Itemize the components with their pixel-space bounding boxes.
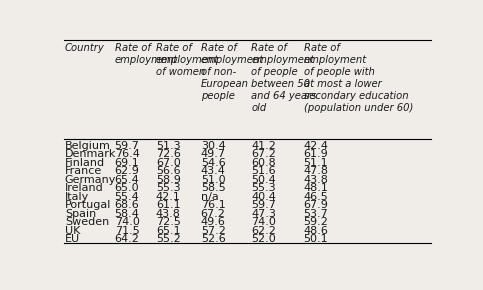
Text: Belgium: Belgium [65, 141, 111, 151]
Text: 67.2: 67.2 [251, 149, 276, 159]
Text: 65.4: 65.4 [114, 175, 140, 185]
Text: 65.1: 65.1 [156, 226, 181, 236]
Text: 72.6: 72.6 [156, 149, 181, 159]
Text: Ireland: Ireland [65, 183, 104, 193]
Text: 50.1: 50.1 [304, 234, 328, 244]
Text: 50.4: 50.4 [251, 175, 276, 185]
Text: Rate of
employment
of people
between 50
and 64 years
old: Rate of employment of people between 50 … [251, 43, 317, 113]
Text: 60.8: 60.8 [251, 158, 276, 168]
Text: Finland: Finland [65, 158, 105, 168]
Text: 41.2: 41.2 [251, 141, 276, 151]
Text: Spain: Spain [65, 209, 96, 219]
Text: 61.9: 61.9 [304, 149, 328, 159]
Text: 47.3: 47.3 [251, 209, 276, 219]
Text: Rate of
employment
of non-
European
people: Rate of employment of non- European peop… [201, 43, 264, 101]
Text: Portugal: Portugal [65, 200, 111, 210]
Text: 43.4: 43.4 [201, 166, 226, 176]
Text: 74.0: 74.0 [114, 217, 140, 227]
Text: 51.6: 51.6 [251, 166, 276, 176]
Text: 51.3: 51.3 [156, 141, 181, 151]
Text: 46.5: 46.5 [304, 192, 328, 202]
Text: 67.9: 67.9 [304, 200, 328, 210]
Text: 68.6: 68.6 [114, 200, 140, 210]
Text: EU: EU [65, 234, 80, 244]
Text: 69.1: 69.1 [114, 158, 140, 168]
Text: Rate of
employment: Rate of employment [114, 43, 178, 65]
Text: 59.7: 59.7 [114, 141, 140, 151]
Text: 56.6: 56.6 [156, 166, 181, 176]
Text: 72.5: 72.5 [156, 217, 181, 227]
Text: 59.7: 59.7 [251, 200, 276, 210]
Text: 71.5: 71.5 [114, 226, 140, 236]
Text: 65.0: 65.0 [114, 183, 139, 193]
Text: 57.2: 57.2 [201, 226, 226, 236]
Text: 48.1: 48.1 [304, 183, 328, 193]
Text: n/a: n/a [201, 192, 218, 202]
Text: Germany: Germany [65, 175, 116, 185]
Text: 49.7: 49.7 [201, 149, 226, 159]
Text: 64.2: 64.2 [114, 234, 140, 244]
Text: Rate of
employment
of people with
at most a lower
secondary education
(populatio: Rate of employment of people with at mos… [304, 43, 413, 113]
Text: 43.8: 43.8 [156, 209, 181, 219]
Text: Sweden: Sweden [65, 217, 109, 227]
Text: 43.8: 43.8 [304, 175, 328, 185]
Text: 76.1: 76.1 [201, 200, 226, 210]
Text: 67.0: 67.0 [156, 158, 181, 168]
Text: 42.1: 42.1 [156, 192, 181, 202]
Text: Italy: Italy [65, 192, 89, 202]
Text: 47.8: 47.8 [304, 166, 329, 176]
Text: 62.9: 62.9 [114, 166, 140, 176]
Text: Rate of
employment
of women: Rate of employment of women [156, 43, 219, 77]
Text: 49.6: 49.6 [201, 217, 226, 227]
Text: 30.4: 30.4 [201, 141, 226, 151]
Text: 48.6: 48.6 [304, 226, 328, 236]
Text: 40.4: 40.4 [251, 192, 276, 202]
Text: UK: UK [65, 226, 80, 236]
Text: 61.1: 61.1 [156, 200, 181, 210]
Text: Denmark: Denmark [65, 149, 116, 159]
Text: 52.6: 52.6 [201, 234, 226, 244]
Text: 55.3: 55.3 [251, 183, 276, 193]
Text: 51.0: 51.0 [201, 175, 226, 185]
Text: 55.3: 55.3 [156, 183, 181, 193]
Text: 54.6: 54.6 [201, 158, 226, 168]
Text: 55.4: 55.4 [114, 192, 140, 202]
Text: 53.7: 53.7 [304, 209, 328, 219]
Text: 51.1: 51.1 [304, 158, 328, 168]
Text: 67.2: 67.2 [201, 209, 226, 219]
Text: 42.4: 42.4 [304, 141, 329, 151]
Text: 74.0: 74.0 [251, 217, 276, 227]
Text: 62.2: 62.2 [251, 226, 276, 236]
Text: 76.4: 76.4 [114, 149, 140, 159]
Text: Country: Country [65, 43, 105, 52]
Text: 58.5: 58.5 [201, 183, 226, 193]
Text: 52.0: 52.0 [251, 234, 276, 244]
Text: 59.2: 59.2 [304, 217, 328, 227]
Text: 55.2: 55.2 [156, 234, 181, 244]
Text: France: France [65, 166, 102, 176]
Text: 58.4: 58.4 [114, 209, 140, 219]
Text: 58.9: 58.9 [156, 175, 181, 185]
